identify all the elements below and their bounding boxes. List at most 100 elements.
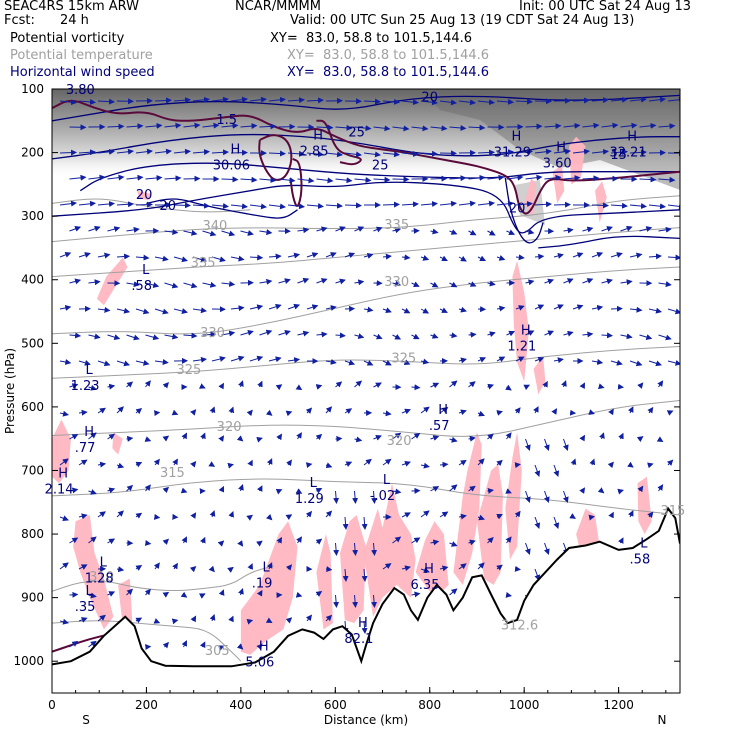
wind-vector	[563, 122, 581, 129]
wind-vector	[352, 594, 359, 608]
wind-vector	[667, 96, 680, 103]
wind-vector	[325, 406, 333, 414]
wind-vector	[116, 201, 134, 208]
wind-vector	[116, 510, 124, 518]
wind-vector	[601, 278, 613, 285]
wind-vector	[449, 175, 467, 182]
wind-vector	[173, 97, 191, 104]
wind-vector	[617, 488, 624, 495]
wind-vector	[430, 435, 440, 441]
wind-vector	[352, 490, 359, 504]
wind-vector	[230, 255, 245, 262]
wind-vector	[658, 281, 672, 288]
wind-vector	[88, 225, 101, 232]
wind-vector	[202, 281, 217, 288]
wind-vector	[153, 410, 161, 417]
wind-vector	[333, 594, 340, 608]
wind-vector	[335, 124, 353, 131]
wind-vector	[515, 254, 525, 261]
wind-vector	[363, 151, 381, 158]
y-tick-label: 100	[21, 82, 44, 96]
wind-vector	[525, 174, 543, 181]
wind-vector	[227, 566, 234, 573]
wind-vector	[477, 255, 486, 262]
wind-vector	[601, 226, 613, 232]
wind-vector	[135, 461, 143, 468]
theta-contour	[52, 346, 680, 379]
wind-vector	[126, 435, 134, 442]
wind-vector	[296, 536, 302, 544]
wind-vector	[325, 202, 343, 209]
x-tick-label: 1000	[509, 698, 540, 712]
wind-vector	[534, 568, 541, 581]
wind-vector	[420, 200, 438, 207]
wind-vector	[335, 177, 353, 184]
wind-vector	[154, 97, 172, 104]
wind-vector	[430, 175, 448, 182]
wind-vector	[199, 383, 206, 389]
wind-vector	[59, 99, 77, 106]
wind-vector	[420, 406, 430, 414]
wind-vector	[515, 200, 533, 207]
wind-vector	[449, 229, 458, 235]
legend-pv-xy: XY= 83.0, 58.8 to 101.5,144.6	[270, 31, 473, 46]
wind-vector	[116, 406, 124, 414]
wind-vector	[569, 513, 576, 519]
wind-vector	[268, 303, 282, 310]
wind-vector	[392, 488, 402, 495]
extremum-value: .35	[75, 600, 96, 615]
wind-vector	[209, 510, 216, 518]
wind-vector	[315, 591, 323, 597]
wind-vector	[639, 176, 657, 183]
wind-vector	[496, 305, 506, 312]
wind-vector	[154, 255, 169, 262]
wind-vector	[183, 332, 198, 339]
wind-vector	[88, 536, 97, 544]
wind-vector	[572, 304, 584, 311]
wind-vector	[477, 99, 495, 106]
wind-vector	[78, 149, 96, 156]
wind-vector	[78, 513, 88, 520]
wind-vector	[69, 434, 79, 440]
legend-theta-xy: XY= 83.0, 58.8 to 101.5,144.6	[287, 48, 490, 63]
wind-vector	[162, 591, 170, 598]
wind-vector	[144, 436, 152, 442]
wind-vector	[420, 567, 430, 573]
wind-vector	[192, 256, 207, 263]
wind-vector	[190, 512, 197, 519]
wind-vector	[171, 618, 179, 625]
wind-vector	[411, 537, 421, 544]
extremum-value: 31.29	[494, 146, 531, 161]
wind-vector	[392, 176, 410, 183]
wind-vector	[505, 536, 512, 544]
wind-vector	[126, 588, 134, 596]
wind-vector	[572, 97, 590, 104]
wind-vector	[107, 334, 121, 341]
wind-vector	[246, 409, 253, 417]
wind-vector	[505, 384, 512, 391]
extremum-marker: L	[100, 556, 108, 571]
wind-vector	[278, 278, 291, 284]
wind-vector	[582, 226, 594, 233]
wind-vector	[189, 566, 197, 573]
pink-region	[340, 515, 366, 624]
wind-vector	[449, 281, 458, 288]
wind-vector	[439, 99, 457, 106]
pink-region	[73, 515, 114, 630]
wind-vector	[658, 123, 676, 130]
wind-vector	[238, 588, 244, 596]
wind-vector	[306, 151, 324, 158]
wind-vector	[401, 565, 411, 572]
terrain-layer	[52, 506, 680, 693]
wind-vector	[145, 122, 163, 129]
wind-vector	[629, 306, 643, 313]
wind-vector	[648, 96, 666, 103]
wind-vector	[209, 406, 216, 414]
wind-vector	[325, 566, 333, 573]
wind-vector	[354, 279, 365, 286]
wind-vector	[591, 358, 604, 365]
wind-vector	[392, 227, 402, 234]
wind-vector	[553, 304, 564, 310]
wind-vector	[316, 278, 328, 284]
wind-speed-contour	[79, 162, 680, 192]
